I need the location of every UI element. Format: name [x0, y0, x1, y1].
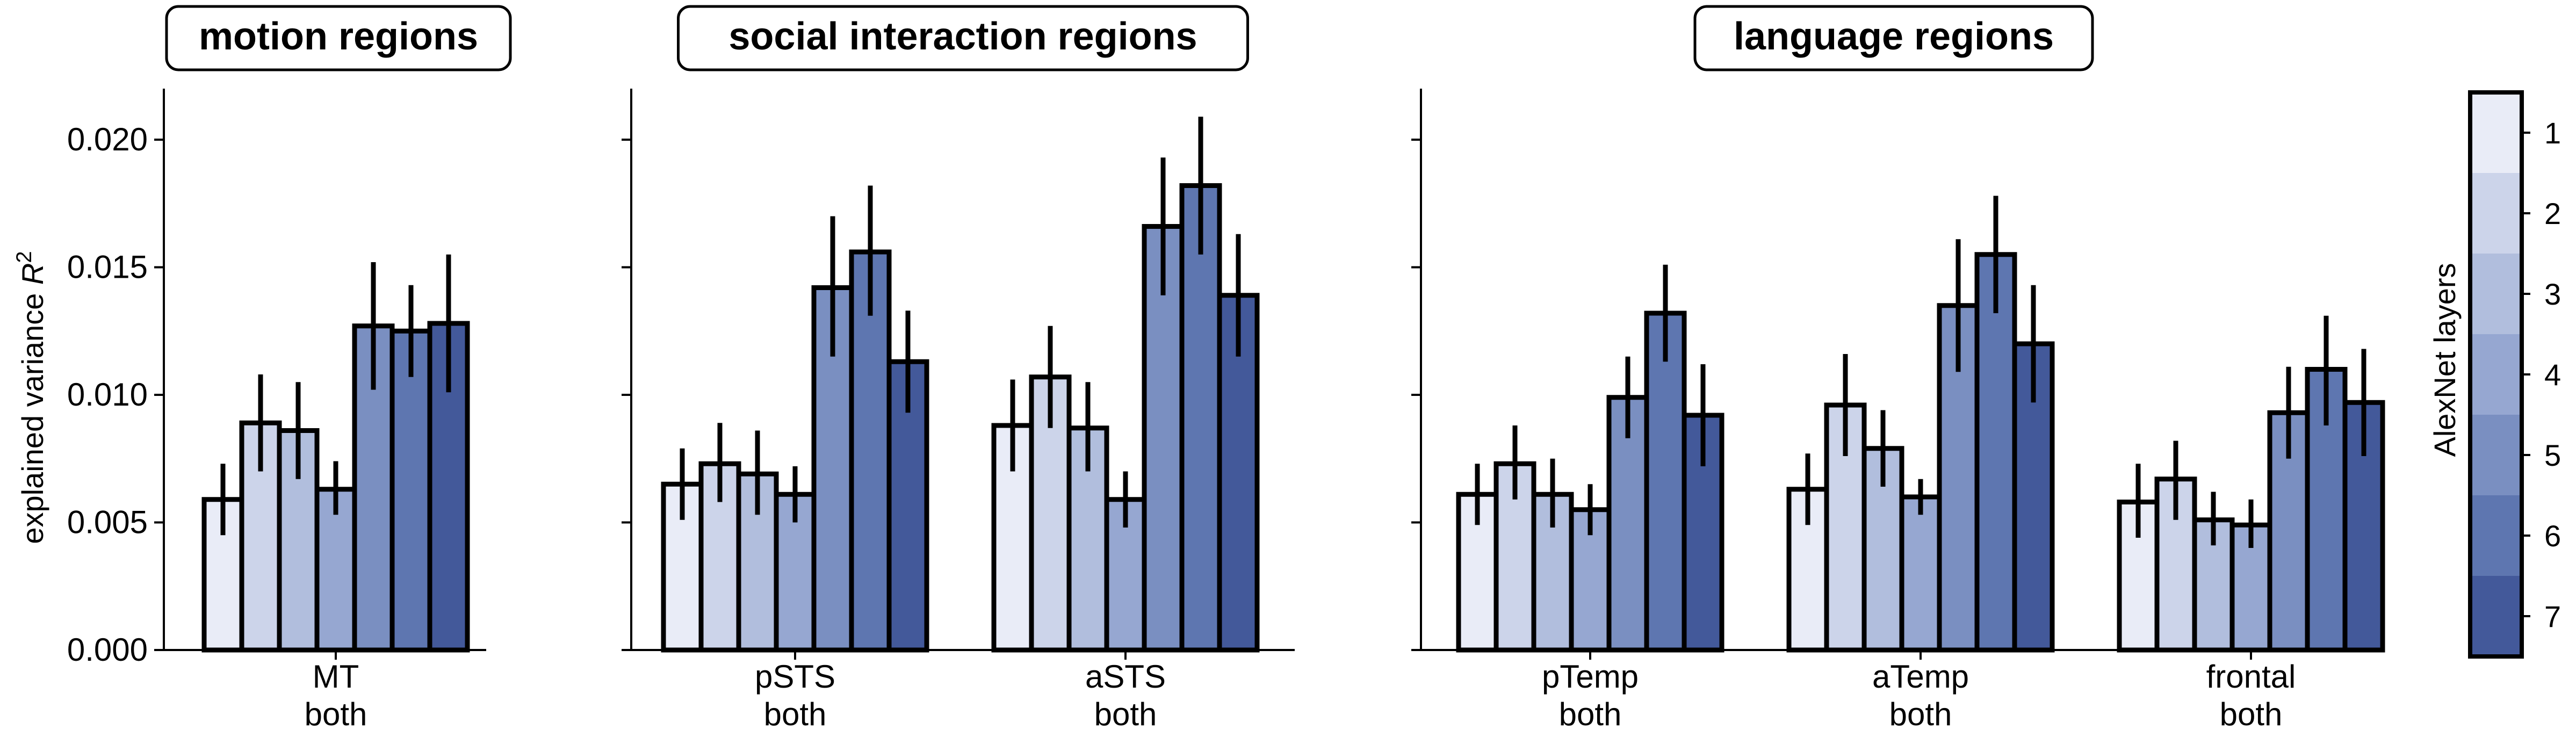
svg-text:explained variance R2: explained variance R2: [12, 251, 49, 544]
y-tick-label: 0.000: [67, 632, 148, 668]
colorbar-segment-1: [2470, 92, 2522, 174]
colorbar-segment-6: [2470, 495, 2522, 576]
panel-2: social interaction regionspSTSbothaSTSbo…: [622, 5, 1295, 732]
x-tick-label: frontal: [2206, 659, 2296, 695]
x-tick-label: aSTS: [1085, 659, 1166, 695]
x-tick-sublabel: both: [764, 696, 827, 732]
y-tick-label: 0.015: [67, 249, 148, 285]
bar-layer-6: [389, 328, 432, 653]
panel-title-box: language regions: [1693, 5, 2094, 71]
bar-layer-6: [1974, 252, 2017, 653]
panel-title-box: social interaction regions: [677, 5, 1249, 71]
y-axis-label-superscript: 2: [12, 251, 36, 263]
colorbar-segment-7: [2470, 576, 2522, 657]
panel-title: language regions: [1734, 15, 2054, 58]
colorbar-segment-3: [2470, 254, 2522, 335]
x-tick-label: MT: [313, 659, 359, 695]
bar-layer-6: [1644, 310, 1687, 653]
colorbar-segment-5: [2470, 415, 2522, 496]
panel-title-frame: [1693, 5, 2094, 71]
bar-layer-4: [1899, 494, 1942, 653]
panel-3: language regionspTempbothaTempbothfronta…: [1411, 5, 2385, 732]
colorbar-tick-label: 3: [2544, 277, 2561, 311]
y-axis-label-text: explained variance: [16, 285, 49, 544]
x-tick-sublabel: both: [2220, 696, 2283, 732]
colorbar-tick-label: 7: [2544, 600, 2561, 633]
x-tick-sublabel: both: [1889, 696, 1952, 732]
bar-layer-2: [1824, 402, 1867, 653]
panels: 0.000 0.005 0.010 0.015 0.020 motion regions M…: [67, 5, 2385, 732]
panel-1: 0.000 0.005 0.010 0.015 0.020 motion regions M…: [67, 5, 512, 732]
y-axis-label: explained variance R2: [12, 251, 49, 544]
y-tick-label: 0.020: [67, 121, 148, 157]
x-tick-label: pTemp: [1542, 659, 1639, 695]
x-tick-label: pSTS: [755, 659, 835, 695]
y-axis-label-symbol: R: [16, 263, 49, 285]
colorbar-tick-label: 6: [2544, 519, 2561, 553]
panel-title: motion regions: [199, 15, 478, 58]
colorbar-title: AlexNet layers: [2428, 263, 2462, 457]
panel-title-box: motion regions: [165, 5, 512, 71]
y-tick-label: 0.005: [67, 504, 148, 540]
panel-title-frame: [165, 5, 512, 71]
x-tick-sublabel: both: [1094, 696, 1157, 732]
x-tick-label: aTemp: [1872, 659, 1969, 695]
x-tick-sublabel: both: [1559, 696, 1622, 732]
x-tick-sublabel: both: [305, 696, 367, 732]
colorbar: 1 2 3 4 5 6 7: [2468, 90, 2561, 659]
bar-layer-6: [1179, 183, 1222, 653]
colorbar-segment-2: [2470, 173, 2522, 254]
panel-title: social interaction regions: [728, 15, 1197, 58]
colorbar-tick-label: 2: [2544, 197, 2561, 230]
colorbar-tick-label: 4: [2544, 358, 2561, 392]
panel-title-frame: [677, 5, 1249, 71]
colorbar-segment-4: [2470, 334, 2522, 415]
colorbar-tick-label: 1: [2544, 116, 2561, 150]
colorbar-tick-label: 5: [2544, 438, 2561, 472]
y-tick-label: 0.010: [67, 377, 148, 413]
